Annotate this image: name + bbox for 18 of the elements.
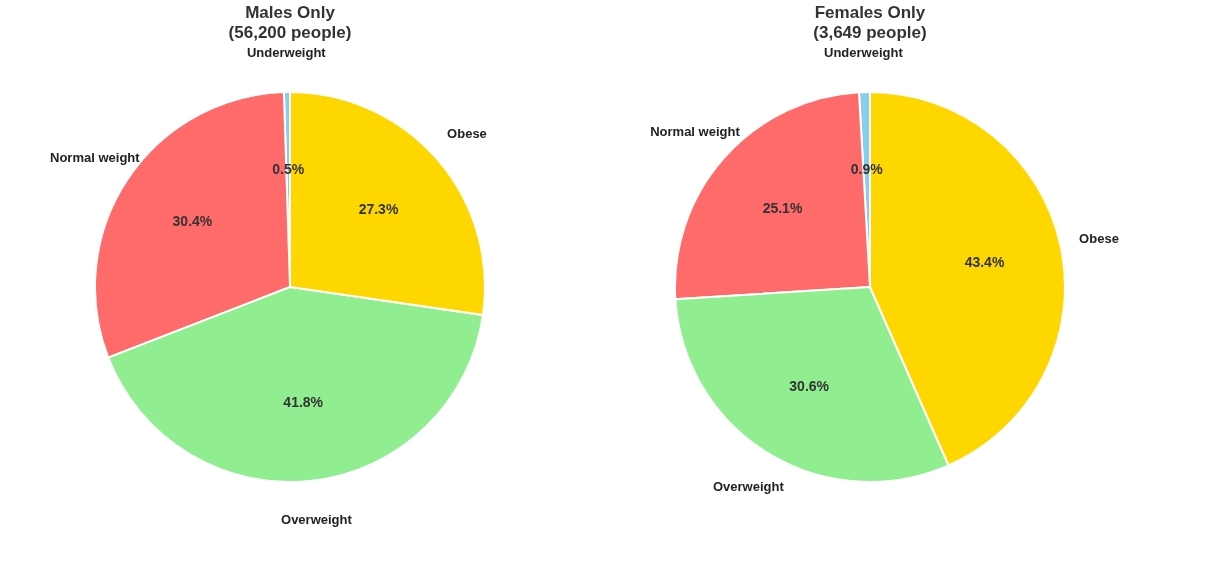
data-label: 43.4%: [964, 253, 1005, 270]
slice-label: Underweight: [824, 45, 904, 61]
chart-title: Males Only: [245, 3, 336, 22]
slice-label: Normal weight: [650, 123, 741, 139]
chart-subtitle: (56,200 people): [228, 23, 352, 42]
chart-subtitle: (3,649 people): [813, 23, 927, 42]
slice-label: Overweight: [281, 511, 353, 527]
slice-label: Overweight: [712, 478, 785, 494]
chart-title: Females Only: [814, 3, 926, 22]
slice-label: Obese: [1079, 230, 1119, 246]
data-label: 27.3%: [358, 201, 399, 218]
slice-label: Obese: [447, 125, 487, 141]
data-label: 30.4%: [172, 213, 213, 230]
data-label: 30.6%: [789, 377, 830, 394]
data-label: 41.8%: [283, 394, 324, 411]
slice-label: Normal weight: [50, 149, 141, 165]
slice-label: Underweight: [246, 45, 327, 61]
data-label: 25.1%: [762, 200, 803, 217]
